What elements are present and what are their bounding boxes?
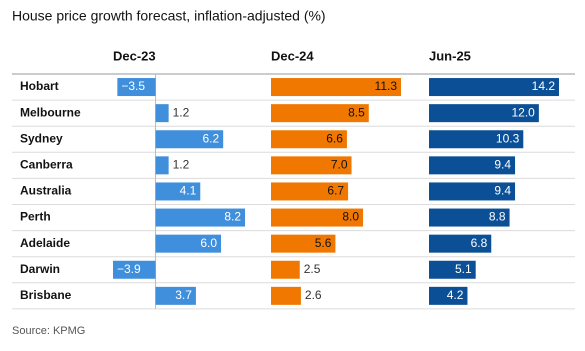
value-label: 4.2 — [447, 288, 464, 302]
value-label: 8.0 — [342, 210, 359, 224]
bar — [429, 260, 476, 279]
bar — [271, 130, 347, 149]
category-label: Australia — [20, 184, 72, 198]
bar — [117, 78, 156, 97]
value-label: 6.2 — [202, 131, 219, 145]
bar — [271, 286, 301, 305]
panel-header: Dec-23 — [113, 48, 156, 63]
bar — [429, 208, 510, 227]
value-label: 10.3 — [496, 131, 520, 145]
panel-header: Jun-25 — [429, 48, 471, 63]
bar — [155, 286, 196, 305]
value-label: 6.8 — [471, 236, 488, 250]
category-label: Brisbane — [20, 288, 72, 302]
bar — [271, 260, 300, 279]
value-label: 6.6 — [326, 131, 343, 145]
value-label: 4.1 — [180, 184, 197, 198]
category-label: Canberra — [20, 158, 73, 172]
category-label: Darwin — [20, 262, 60, 276]
value-label: −3.5 — [121, 79, 145, 93]
value-label: 5.6 — [315, 236, 332, 250]
value-label: 5.1 — [455, 262, 472, 276]
category-label: Perth — [20, 210, 51, 224]
value-label: 1.2 — [173, 158, 190, 172]
value-label: 9.4 — [494, 158, 511, 172]
value-label: 8.8 — [489, 210, 506, 224]
bar — [155, 234, 221, 253]
bar — [271, 78, 401, 97]
chart-title: House price growth forecast, inflation-a… — [12, 8, 326, 24]
value-label: 2.6 — [305, 288, 322, 302]
bar — [271, 234, 336, 253]
bar — [155, 104, 169, 123]
value-label: 7.0 — [331, 158, 348, 172]
bar — [271, 182, 349, 201]
value-label: 14.2 — [532, 79, 556, 93]
category-label: Hobart — [20, 79, 59, 93]
value-label: 11.3 — [375, 79, 398, 93]
bar — [429, 286, 468, 305]
category-label: Sydney — [20, 131, 63, 145]
category-label: Melbourne — [20, 105, 81, 119]
bar — [155, 130, 224, 149]
bar — [271, 156, 352, 175]
value-label: 8.5 — [348, 105, 365, 119]
value-label: 12.0 — [511, 105, 535, 119]
value-label: 8.2 — [224, 210, 241, 224]
category-label: Adelaide — [20, 236, 70, 250]
value-label: 6.7 — [327, 184, 344, 198]
bar — [429, 182, 516, 201]
bar — [271, 208, 364, 227]
bar — [429, 234, 492, 253]
bar — [155, 208, 245, 227]
bar — [155, 182, 201, 201]
value-label: 3.7 — [175, 288, 192, 302]
source: Source: KPMG — [12, 325, 85, 337]
bar — [271, 104, 369, 123]
value-label: 2.5 — [304, 262, 321, 276]
bar — [429, 104, 539, 123]
panel-header: Dec-24 — [271, 48, 314, 63]
value-label: 9.4 — [494, 184, 511, 198]
bar — [429, 156, 516, 175]
value-label: 1.2 — [173, 105, 190, 119]
bar — [113, 260, 156, 279]
bar — [155, 156, 169, 175]
bar — [429, 78, 559, 97]
value-label: −3.9 — [117, 262, 141, 276]
value-label: 6.0 — [200, 236, 217, 250]
bar — [429, 130, 524, 149]
